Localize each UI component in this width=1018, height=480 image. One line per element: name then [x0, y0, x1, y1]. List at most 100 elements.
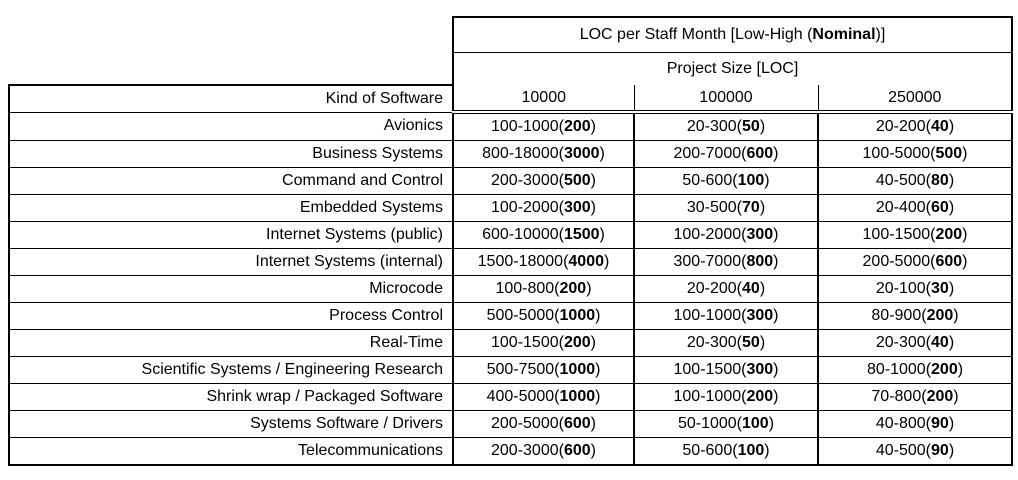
- loc-range-cell: 500-5000(1000): [452, 302, 634, 330]
- loc-range-cell: 200-5000(600): [816, 248, 1014, 276]
- nominal-value: 200: [931, 361, 958, 379]
- nominal-value: 1000: [559, 388, 596, 406]
- nominal-value: 40: [742, 280, 760, 298]
- nominal-value: 50: [742, 118, 760, 136]
- blank-corner: [9, 53, 453, 86]
- kind-of-software-cell: Scientific Systems / Engineering Researc…: [8, 356, 454, 384]
- loc-range-cell: 100-2000(300): [633, 221, 818, 249]
- nominal-value: 80: [931, 172, 949, 190]
- loc-range-cell: 200-5000(600): [452, 410, 634, 438]
- size-column-header-10000: 10000: [453, 85, 634, 114]
- loc-range-cell: 50-600(100): [633, 167, 818, 195]
- nominal-value: 90: [931, 415, 949, 433]
- loc-range-cell: 100-1000(200): [633, 383, 818, 411]
- nominal-value: 200: [926, 307, 954, 325]
- loc-range-cell: 50-1000(100): [633, 410, 818, 438]
- loc-range-cell: 40-500(90): [816, 437, 1014, 466]
- loc-range-cell: 300-7000(800): [633, 248, 818, 276]
- size-column-header-100000: 100000: [633, 85, 818, 114]
- loc-range-cell: 400-5000(1000): [452, 383, 634, 411]
- nominal-value: 30: [931, 280, 949, 298]
- nominal-value: 500: [935, 145, 963, 163]
- loc-range-cell: 100-800(200): [452, 275, 634, 303]
- nominal-value: 4000: [568, 253, 604, 271]
- table-row: Avionics 100-1000(200) 20-300(50) 20-200(40…: [8, 112, 1014, 141]
- table-row: Command and Control 200-3000(500) 50-600(1…: [8, 167, 1014, 195]
- loc-range-cell: 80-900(200): [816, 302, 1014, 330]
- loc-range-cell: 30-500(70): [633, 194, 818, 222]
- column-header-row: Kind of Software 10000 100000 250000: [8, 84, 1014, 114]
- table-row: Microcode 100-800(200) 20-200(40) 20-100(30…: [8, 275, 1014, 303]
- loc-range-cell: 100-1000(200): [452, 112, 634, 141]
- nominal-value: 600: [563, 442, 591, 460]
- loc-range-cell: 20-100(30): [816, 275, 1014, 303]
- loc-range-cell: 800-18000(3000): [452, 140, 634, 168]
- loc-range-cell: 40-500(80): [816, 167, 1014, 195]
- nominal-value: 50: [742, 334, 760, 352]
- nominal-value: 200: [935, 226, 963, 244]
- nominal-value: 200: [563, 118, 591, 136]
- kind-of-software-cell: Process Control: [8, 302, 454, 330]
- kind-of-software-cell: Microcode: [8, 275, 454, 303]
- kind-of-software-cell: Telecommunications: [8, 437, 454, 466]
- table-row: Systems Software / Drivers 200-5000(600) 5…: [8, 410, 1014, 438]
- nominal-value: 200: [926, 388, 954, 406]
- nominal-value: 600: [935, 253, 963, 271]
- table-row: Process Control 500-5000(1000) 100-1000(30…: [8, 302, 1014, 330]
- nominal-value: 40: [931, 334, 949, 352]
- nominal-value: 300: [746, 361, 774, 379]
- kind-of-software-cell: Internet Systems (public): [8, 221, 454, 249]
- nominal-value: 40: [931, 118, 949, 136]
- kind-of-software-cell: Embedded Systems: [8, 194, 454, 222]
- loc-range-cell: 100-1500(200): [452, 329, 634, 357]
- loc-range-cell: 500-7500(1000): [452, 356, 634, 384]
- loc-per-staff-month-table: LOC per Staff Month [Low-High (Nominal)]…: [8, 16, 1014, 466]
- table-row: Telecommunications 200-3000(600) 50-600(10…: [8, 437, 1014, 466]
- nominal-value: 90: [931, 442, 949, 460]
- nominal-value: 500: [563, 172, 591, 190]
- kind-of-software-cell: Command and Control: [8, 167, 454, 195]
- loc-range-cell: 70-800(200): [816, 383, 1014, 411]
- table-title-suffix: )]: [875, 26, 886, 44]
- nominal-value: 600: [746, 145, 774, 163]
- nominal-value: 300: [746, 307, 774, 325]
- blank-corner: [9, 17, 453, 53]
- loc-range-cell: 100-1500(200): [816, 221, 1014, 249]
- loc-range-cell: 20-200(40): [816, 112, 1014, 141]
- loc-range-cell: 20-300(50): [633, 112, 818, 141]
- nominal-value: 600: [563, 415, 591, 433]
- title-row: LOC per Staff Month [Low-High (Nominal)]: [9, 16, 1014, 53]
- nominal-value: 3000: [563, 145, 600, 163]
- nominal-value: 300: [746, 226, 774, 244]
- loc-range-cell: 80-1000(200): [816, 356, 1014, 384]
- nominal-value: 1000: [559, 307, 596, 325]
- loc-range-cell: 100-1500(300): [633, 356, 818, 384]
- loc-range-cell: 200-3000(500): [452, 167, 634, 195]
- kind-of-software-cell: Avionics: [8, 112, 454, 141]
- loc-range-cell: 100-2000(300): [452, 194, 634, 222]
- loc-range-cell: 20-300(50): [633, 329, 818, 357]
- kind-of-software-cell: Systems Software / Drivers: [8, 410, 454, 438]
- table-row: Scientific Systems / Engineering Researc…: [8, 356, 1014, 384]
- nominal-value: 1500: [563, 226, 600, 244]
- nominal-value: 800: [746, 253, 774, 271]
- project-size-header: Project Size [LOC]: [451, 52, 1014, 85]
- nominal-value: 100: [742, 415, 769, 433]
- nominal-value: 70: [742, 199, 760, 217]
- loc-range-cell: 100-5000(500): [816, 140, 1014, 168]
- nominal-value: 200: [563, 334, 591, 352]
- table-title-bold: Nominal: [812, 26, 876, 44]
- nominal-value: 1000: [559, 361, 596, 379]
- kind-of-software-header: Kind of Software: [8, 84, 454, 113]
- loc-range-cell: 1500-18000(4000): [452, 248, 634, 276]
- table-row: Business Systems 800-18000(3000) 200-7000(…: [8, 140, 1014, 168]
- nominal-value: 200: [746, 388, 774, 406]
- kind-of-software-cell: Internet Systems (internal): [8, 248, 454, 276]
- kind-of-software-cell: Business Systems: [8, 140, 454, 168]
- kind-of-software-cell: Shrink wrap / Packaged Software: [8, 383, 454, 411]
- loc-range-cell: 100-1000(300): [633, 302, 818, 330]
- table-row: Internet Systems (public) 600-10000(1500)…: [8, 221, 1014, 249]
- size-column-header-250000: 250000: [817, 85, 1014, 114]
- nominal-value: 300: [563, 199, 591, 217]
- table-row: Internet Systems (internal) 1500-18000(40…: [8, 248, 1014, 276]
